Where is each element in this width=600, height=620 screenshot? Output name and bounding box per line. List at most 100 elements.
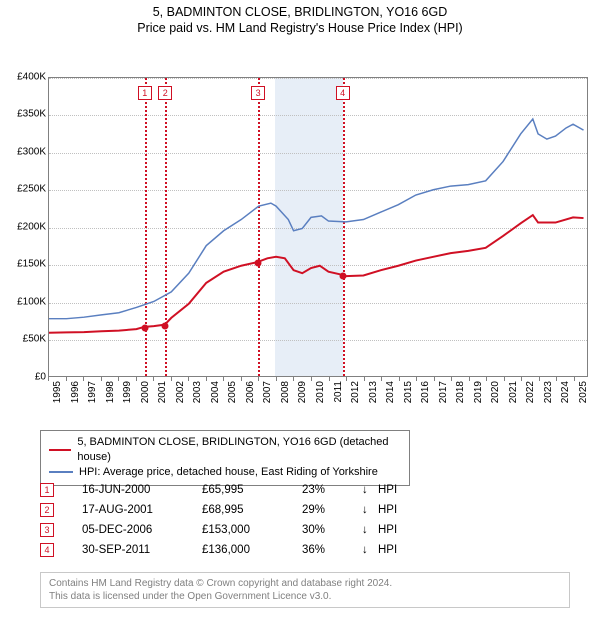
- x-tick-label: 2019: [473, 381, 484, 403]
- legend-swatch: [49, 471, 73, 473]
- y-tick-label: £50K: [23, 334, 46, 345]
- y-tick-label: £300K: [17, 146, 46, 157]
- x-tick-mark: [206, 377, 207, 381]
- x-tick-mark: [153, 377, 154, 381]
- x-axis: 1995199619971998199920002001200220032004…: [48, 381, 588, 421]
- x-tick-mark: [66, 377, 67, 381]
- x-tick-label: 2009: [297, 381, 308, 403]
- sale-point: [162, 322, 169, 329]
- sale-point: [339, 272, 346, 279]
- x-tick-mark: [434, 377, 435, 381]
- x-tick-label: 2021: [508, 381, 519, 403]
- x-tick-label: 2010: [315, 381, 326, 403]
- x-tick-mark: [136, 377, 137, 381]
- x-tick-mark: [258, 377, 259, 381]
- x-tick-mark: [101, 377, 102, 381]
- x-tick-mark: [188, 377, 189, 381]
- x-tick-label: 2017: [438, 381, 449, 403]
- sales-row-price: £153,000: [202, 524, 302, 536]
- sale-marker: 4: [336, 86, 350, 100]
- x-tick-label: 2001: [157, 381, 168, 403]
- legend-item: HPI: Average price, detached house, East…: [49, 465, 401, 480]
- sales-row-pct: 29%: [302, 504, 362, 516]
- y-tick-label: £250K: [17, 184, 46, 195]
- y-tick-label: £100K: [17, 296, 46, 307]
- x-tick-mark: [293, 377, 294, 381]
- sales-row: 305-DEC-2006£153,00030%↓HPI: [40, 520, 418, 540]
- legend: 5, BADMINTON CLOSE, BRIDLINGTON, YO16 6G…: [40, 430, 410, 486]
- x-tick-mark: [346, 377, 347, 381]
- sales-row-ref: HPI: [378, 524, 418, 536]
- legend-label: HPI: Average price, detached house, East…: [79, 465, 378, 480]
- chart-area: £0£50K£100K£150K£200K£250K£300K£350K£400…: [0, 37, 600, 417]
- sales-row-pct: 36%: [302, 544, 362, 556]
- x-tick-label: 1997: [87, 381, 98, 403]
- x-tick-label: 2012: [350, 381, 361, 403]
- chart-title-block: 5, BADMINTON CLOSE, BRIDLINGTON, YO16 6G…: [0, 0, 600, 37]
- x-tick-label: 2013: [368, 381, 379, 403]
- y-tick-label: £400K: [17, 71, 46, 82]
- x-tick-label: 2022: [525, 381, 536, 403]
- x-tick-mark: [171, 377, 172, 381]
- sales-row-date: 30-SEP-2011: [82, 544, 202, 556]
- x-tick-mark: [399, 377, 400, 381]
- x-tick-mark: [486, 377, 487, 381]
- legend-label: 5, BADMINTON CLOSE, BRIDLINGTON, YO16 6G…: [77, 435, 401, 465]
- y-axis: £0£50K£100K£150K£200K£250K£300K£350K£400…: [0, 77, 48, 377]
- title-line-1: 5, BADMINTON CLOSE, BRIDLINGTON, YO16 6G…: [0, 4, 600, 20]
- sales-table: 116-JUN-2000£65,99523%↓HPI217-AUG-2001£6…: [40, 480, 418, 560]
- sales-row-marker: 3: [40, 523, 54, 537]
- x-tick-mark: [83, 377, 84, 381]
- x-tick-label: 2002: [175, 381, 186, 403]
- y-tick-label: £150K: [17, 259, 46, 270]
- x-tick-mark: [276, 377, 277, 381]
- sale-marker: 3: [251, 86, 265, 100]
- legend-item: 5, BADMINTON CLOSE, BRIDLINGTON, YO16 6G…: [49, 435, 401, 465]
- x-tick-label: 1995: [52, 381, 63, 403]
- down-arrow-icon: ↓: [362, 504, 378, 516]
- sale-marker: 2: [158, 86, 172, 100]
- x-tick-label: 2004: [210, 381, 221, 403]
- x-tick-label: 2024: [560, 381, 571, 403]
- x-tick-label: 2016: [420, 381, 431, 403]
- x-tick-label: 2025: [578, 381, 589, 403]
- x-tick-mark: [451, 377, 452, 381]
- y-tick-label: £0: [35, 371, 46, 382]
- sales-row-marker: 1: [40, 483, 54, 497]
- x-tick-mark: [223, 377, 224, 381]
- sales-row: 217-AUG-2001£68,99529%↓HPI: [40, 500, 418, 520]
- series-property: [49, 215, 584, 333]
- down-arrow-icon: ↓: [362, 484, 378, 496]
- x-tick-mark: [311, 377, 312, 381]
- sales-row-marker: 4: [40, 543, 54, 557]
- x-tick-label: 2011: [333, 381, 344, 403]
- x-tick-mark: [504, 377, 505, 381]
- sales-row-price: £68,995: [202, 504, 302, 516]
- sales-row: 116-JUN-2000£65,99523%↓HPI: [40, 480, 418, 500]
- sales-row: 430-SEP-2011£136,00036%↓HPI: [40, 540, 418, 560]
- x-tick-mark: [556, 377, 557, 381]
- x-tick-mark: [118, 377, 119, 381]
- x-tick-mark: [48, 377, 49, 381]
- y-tick-label: £350K: [17, 109, 46, 120]
- sales-row-date: 16-JUN-2000: [82, 484, 202, 496]
- x-tick-mark: [416, 377, 417, 381]
- x-tick-mark: [364, 377, 365, 381]
- sales-row-ref: HPI: [378, 504, 418, 516]
- sales-row-pct: 30%: [302, 524, 362, 536]
- sales-row-date: 17-AUG-2001: [82, 504, 202, 516]
- x-tick-mark: [521, 377, 522, 381]
- x-tick-label: 2005: [227, 381, 238, 403]
- sale-point: [255, 259, 262, 266]
- x-tick-mark: [381, 377, 382, 381]
- sale-marker: 1: [138, 86, 152, 100]
- down-arrow-icon: ↓: [362, 544, 378, 556]
- x-tick-mark: [539, 377, 540, 381]
- x-tick-label: 2020: [490, 381, 501, 403]
- x-tick-label: 2003: [192, 381, 203, 403]
- x-tick-label: 2023: [543, 381, 554, 403]
- legend-swatch: [49, 449, 71, 451]
- x-tick-label: 2007: [262, 381, 273, 403]
- footer-line-2: This data is licensed under the Open Gov…: [49, 590, 561, 603]
- sales-row-price: £65,995: [202, 484, 302, 496]
